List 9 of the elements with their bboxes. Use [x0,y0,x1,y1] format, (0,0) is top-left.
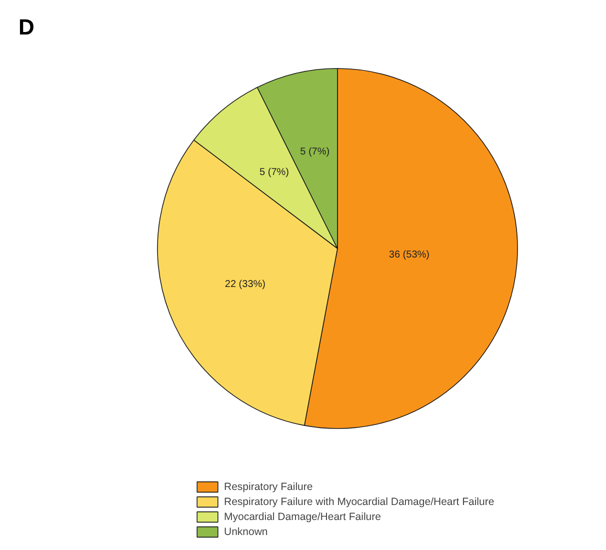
data-label: 5 (7%) [260,166,289,178]
data-label: 36 (53%) [388,250,430,261]
data-label: 5 (7%) [300,146,330,158]
data-label: 22 (33%) [224,278,266,290]
chart-title: D [18,14,34,40]
legend-label: Respiratory Failure [224,480,313,493]
legend-label: Myocardial Damage/Heart Failure [224,510,381,523]
legend-label: Unknown [224,525,268,538]
legend-label: Respiratory Failure with Myocardial Damage/Heart Failure [224,495,494,508]
